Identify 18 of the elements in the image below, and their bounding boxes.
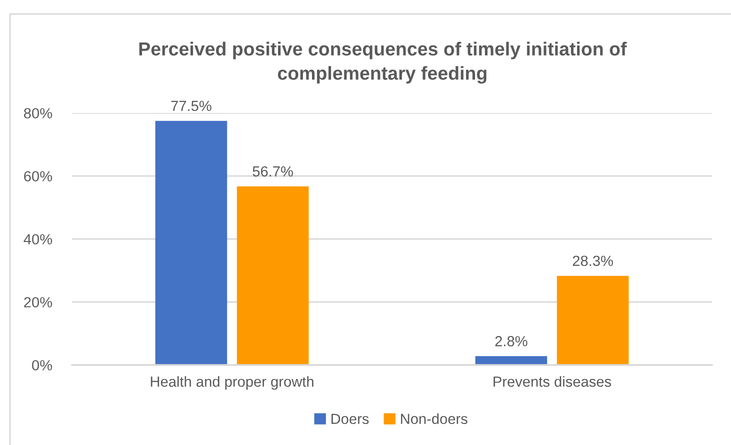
- data-label: 77.5%: [171, 100, 212, 112]
- y-tick-label: 0%: [32, 360, 52, 370]
- bar: [236, 186, 309, 365]
- data-label: 28.3%: [572, 256, 613, 266]
- legend-label: Doers: [332, 414, 369, 424]
- data-label: 2.8%: [495, 336, 528, 346]
- legend-label: Non-doers: [401, 413, 468, 424]
- bar: [475, 356, 548, 365]
- bar: [155, 120, 228, 365]
- y-tick-label: 40%: [24, 234, 52, 244]
- chart-title: Perceived positive consequences of timely initiation of complementary feeding: [139, 42, 627, 84]
- x-tick-label: Prevents diseases: [494, 376, 612, 387]
- data-label: 56.7%: [252, 166, 293, 177]
- y-tick-label: 80%: [24, 108, 52, 118]
- y-tick-label: 60%: [24, 171, 52, 182]
- x-tick-label: Health and proper growth: [150, 376, 314, 390]
- bar: [556, 276, 629, 365]
- y-tick-label: 20%: [24, 297, 52, 308]
